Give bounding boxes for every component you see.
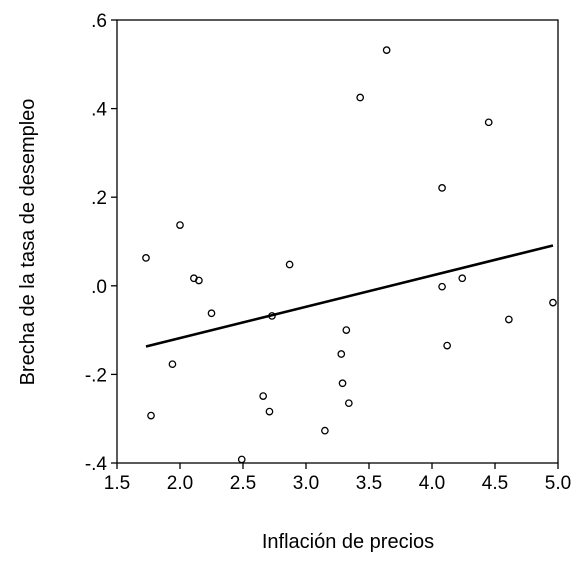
data-point-24 <box>505 315 513 324</box>
x-axis-title: Inflación de precios <box>262 531 434 553</box>
x-tick-label-5: 4.0 <box>419 473 445 494</box>
data-point-15 <box>342 326 351 334</box>
data-point-8 <box>259 392 268 400</box>
y-tick-label-1: -.2 <box>85 365 107 386</box>
data-points <box>142 46 557 464</box>
data-point-10 <box>268 312 276 320</box>
x-tick-label-3: 3.0 <box>293 473 319 494</box>
data-point-17 <box>356 93 365 102</box>
x-tick-label-2: 2.5 <box>230 473 256 494</box>
data-point-25 <box>549 298 557 307</box>
y-tick-label-0: -.4 <box>85 454 108 475</box>
data-point-11 <box>285 260 294 269</box>
x-tick-label-7: 5.0 <box>545 473 571 494</box>
y-tick-label-5: .6 <box>91 11 107 32</box>
data-point-5 <box>195 276 203 285</box>
fit-line-group <box>145 244 554 348</box>
data-point-14 <box>338 379 347 388</box>
x-axis-tick-labels: 1.5 2.0 2.5 3.0 3.5 4.0 4.5 5.0 <box>104 473 571 494</box>
data-point-13 <box>337 350 346 358</box>
data-point-1 <box>147 411 155 420</box>
data-point-0 <box>142 254 150 262</box>
x-tick-label-0: 1.5 <box>104 473 130 494</box>
x-tick-label-6: 4.5 <box>482 473 508 494</box>
data-point-18 <box>382 46 391 54</box>
y-tick-label-3: .2 <box>91 188 107 209</box>
x-tick-label-1: 2.0 <box>167 473 193 494</box>
data-point-2 <box>168 360 177 369</box>
x-axis-ticks <box>116 463 559 469</box>
y-tick-label-4: .4 <box>91 100 107 121</box>
fit-line <box>145 244 554 348</box>
data-point-22 <box>458 274 467 283</box>
plot-frame-group <box>116 19 559 464</box>
data-point-3 <box>176 221 184 229</box>
data-point-23 <box>484 118 493 127</box>
data-point-19 <box>438 184 446 192</box>
data-point-9 <box>265 407 274 416</box>
data-point-21 <box>443 341 451 350</box>
x-tick-label-4: 3.5 <box>356 473 382 494</box>
y-axis-ticks <box>111 19 117 464</box>
data-point-7 <box>237 455 246 464</box>
y-axis-title: Brecha de la tasa de desempleo <box>17 99 39 386</box>
y-axis-tick-labels: -.4 -.2 .0 .2 .4 .6 <box>85 11 108 475</box>
y-tick-label-2: .0 <box>91 277 107 298</box>
data-point-12 <box>321 426 329 435</box>
data-point-16 <box>344 399 353 408</box>
data-point-6 <box>207 309 216 318</box>
plot-frame <box>116 19 559 464</box>
data-point-20 <box>438 282 446 291</box>
